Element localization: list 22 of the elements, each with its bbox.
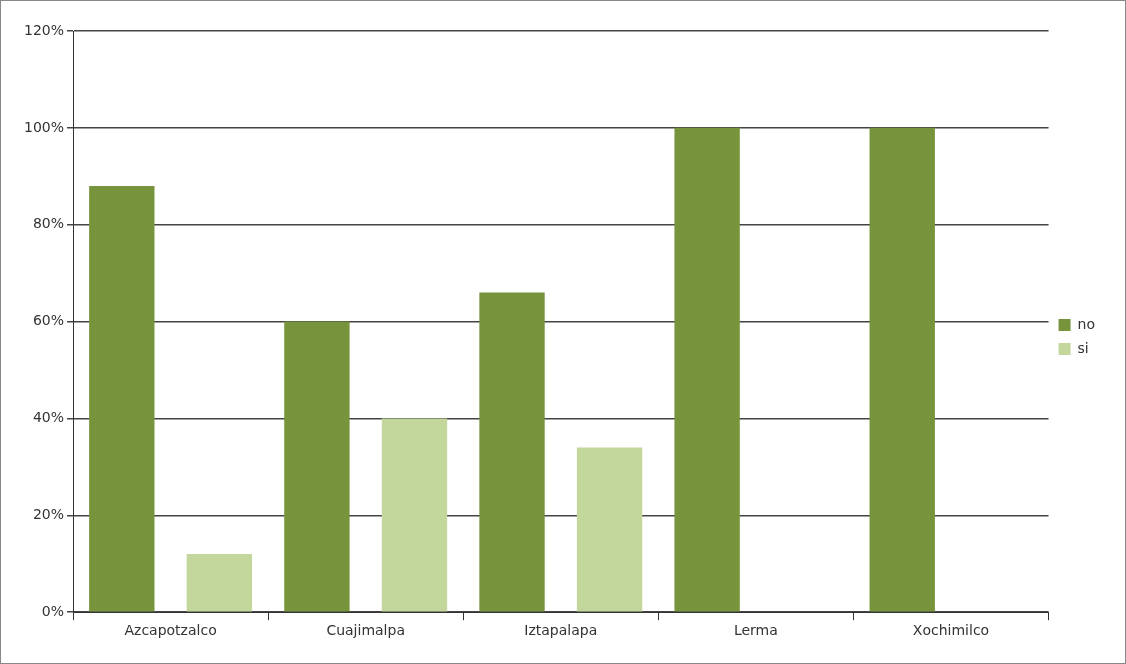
legend-label: no: [1077, 315, 1096, 332]
bar: [381, 418, 448, 612]
x-tick-label: Iztapalapa: [524, 622, 598, 639]
x-tick-label: Xochimilco: [912, 622, 990, 639]
bar: [674, 127, 740, 612]
y-tick-label: 40%: [32, 409, 65, 426]
y-tick-label: 100%: [23, 118, 65, 135]
bar: [869, 127, 935, 612]
x-tick-label: Cuajimalpa: [326, 622, 405, 639]
y-tick-label: 120%: [23, 21, 65, 38]
bar: [186, 554, 253, 612]
y-tick-label: 20%: [32, 505, 65, 522]
bar: [284, 321, 350, 612]
y-tick-label: 80%: [32, 215, 65, 232]
bar: [479, 292, 545, 612]
bar: [89, 185, 155, 612]
bar: [576, 447, 643, 612]
y-tick-label: 60%: [32, 312, 65, 329]
x-tick-label: Azcapotzalco: [124, 622, 217, 639]
y-tick-label: 0%: [41, 602, 65, 619]
x-tick-label: Lerma: [733, 622, 778, 639]
legend-label: si: [1077, 339, 1089, 356]
